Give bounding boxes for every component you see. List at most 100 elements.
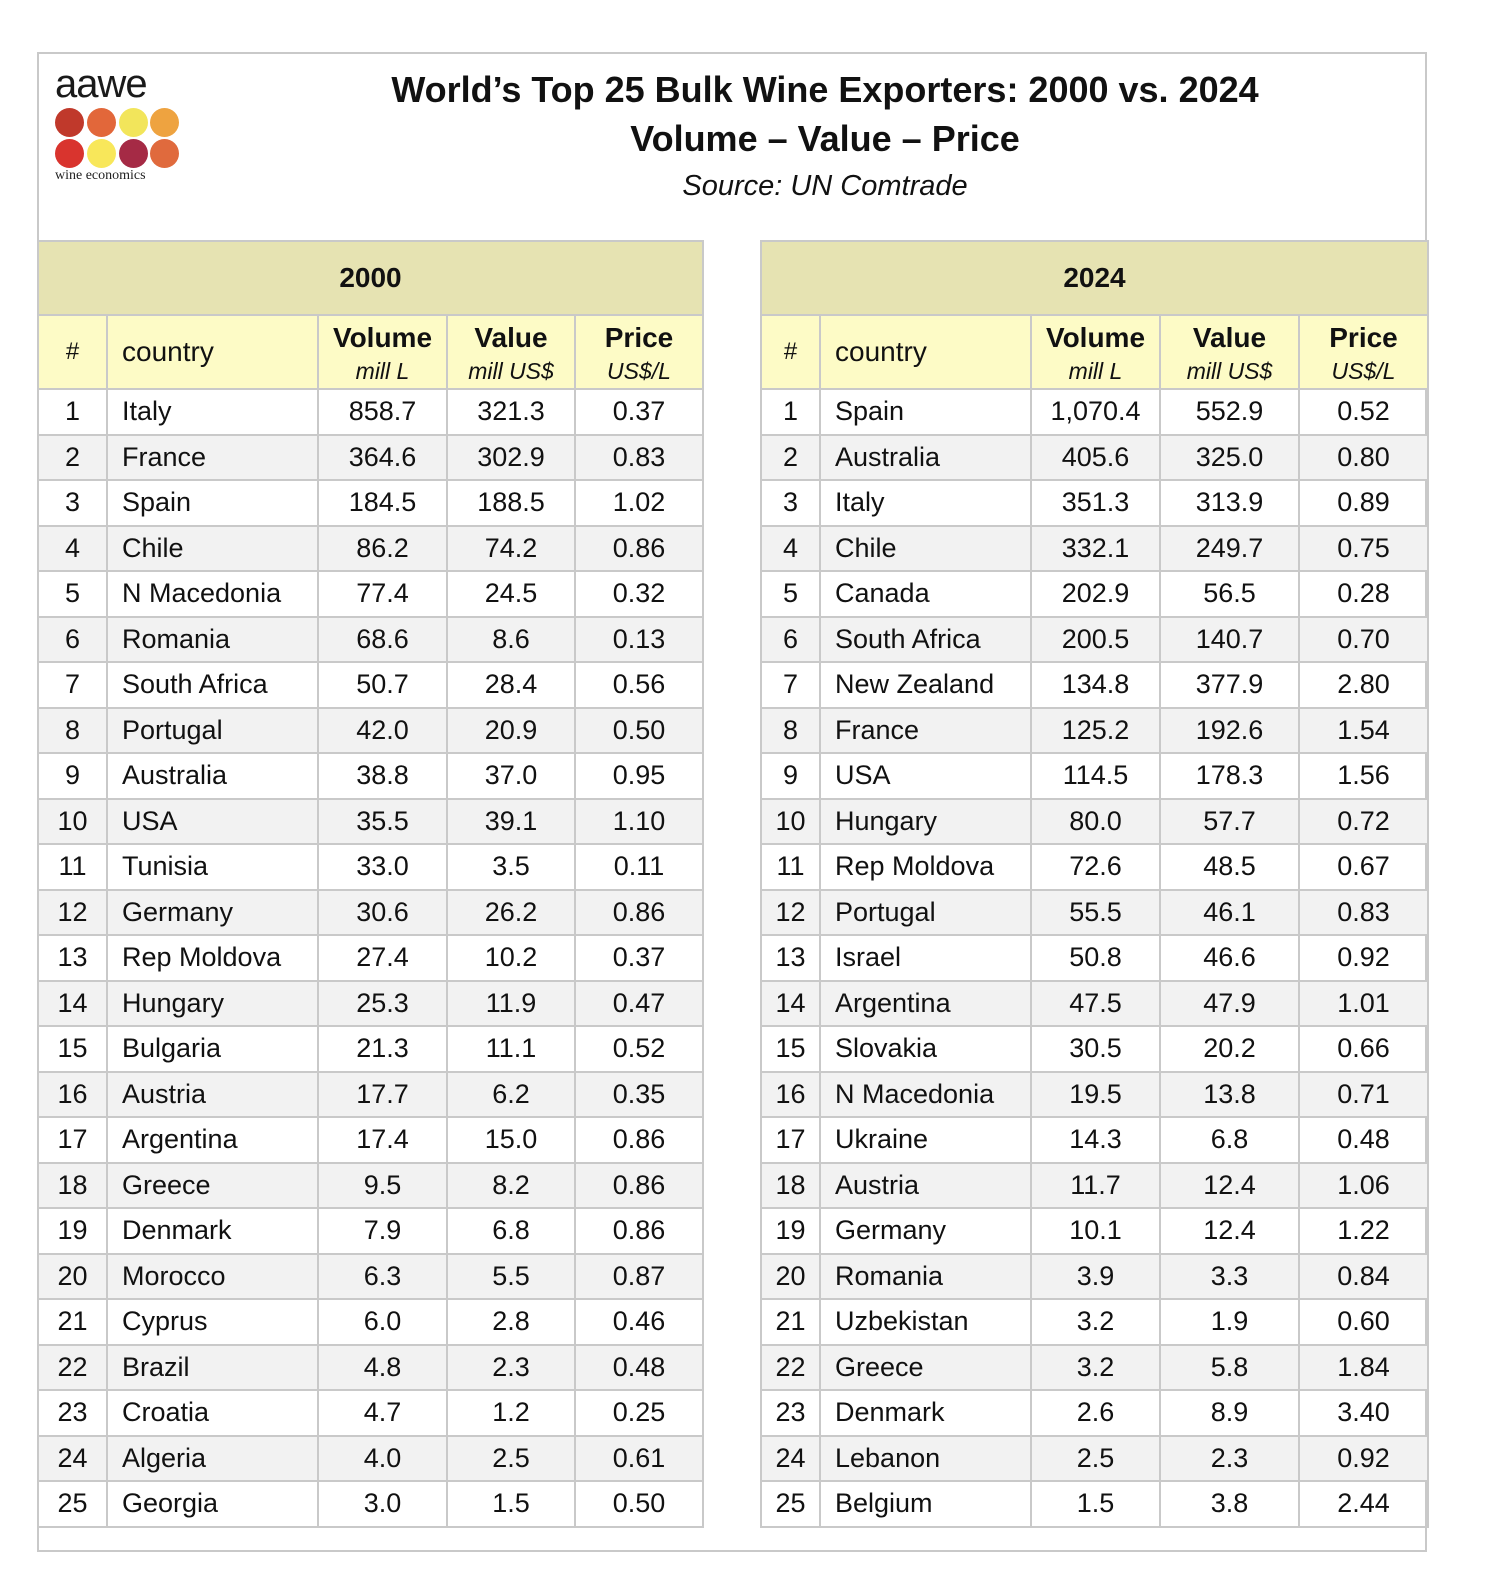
source-note: Source: UN Comtrade bbox=[682, 170, 968, 202]
country-cell: Israel bbox=[819, 934, 1032, 982]
table-row: 10 USA 35.5 39.1 1.10 bbox=[37, 797, 704, 845]
rank-cell: 18 bbox=[760, 1161, 821, 1209]
table-row: 24 Algeria 4.0 2.5 0.61 bbox=[37, 1434, 704, 1482]
price-cell: 0.72 bbox=[1298, 797, 1429, 845]
volume-cell: 4.0 bbox=[317, 1434, 448, 1482]
price-cell: 0.84 bbox=[1298, 1252, 1429, 1300]
country-cell: N Macedonia bbox=[106, 570, 319, 618]
volume-cell: 30.5 bbox=[1030, 1025, 1161, 1073]
country-cell: Spain bbox=[106, 479, 319, 527]
country-cell: Argentina bbox=[819, 979, 1032, 1027]
volume-cell: 68.6 bbox=[317, 615, 448, 663]
price-cell: 0.11 bbox=[574, 843, 704, 891]
rank-cell: 5 bbox=[37, 570, 108, 618]
table-body: 1 Spain 1,070.4 552.9 0.52 2 Australia 405.6 325… bbox=[760, 388, 1429, 1528]
value-cell: 5.8 bbox=[1159, 1343, 1300, 1391]
rank-cell: 16 bbox=[37, 1070, 108, 1118]
rank-cell: 2 bbox=[760, 433, 821, 481]
rank-cell: 5 bbox=[760, 570, 821, 618]
volume-cell: 114.5 bbox=[1030, 752, 1161, 800]
country-cell: South Africa bbox=[106, 661, 319, 709]
price-unit: US$/L bbox=[607, 357, 671, 384]
table-row: 24 Lebanon 2.5 2.3 0.92 bbox=[760, 1434, 1429, 1482]
value-cell: 313.9 bbox=[1159, 479, 1300, 527]
price-cell: 0.66 bbox=[1298, 1025, 1429, 1073]
rank-cell: 23 bbox=[37, 1389, 108, 1437]
country-cell: Cyprus bbox=[106, 1298, 319, 1346]
rank-cell: 10 bbox=[37, 797, 108, 845]
country-cell: Australia bbox=[819, 433, 1032, 481]
volume-cell: 2.6 bbox=[1030, 1389, 1161, 1437]
volume-cell: 50.8 bbox=[1030, 934, 1161, 982]
country-cell: Uzbekistan bbox=[819, 1298, 1032, 1346]
logo-dot bbox=[150, 108, 179, 137]
volume-cell: 405.6 bbox=[1030, 433, 1161, 481]
volume-cell: 11.7 bbox=[1030, 1161, 1161, 1209]
country-cell: Croatia bbox=[106, 1389, 319, 1437]
value-cell: 8.6 bbox=[446, 615, 576, 663]
price-cell: 0.95 bbox=[574, 752, 704, 800]
table-row: 9 Australia 38.8 37.0 0.95 bbox=[37, 752, 704, 800]
value-cell: 325.0 bbox=[1159, 433, 1300, 481]
table-row: 7 New Zealand 134.8 377.9 2.80 bbox=[760, 661, 1429, 709]
volume-cell: 858.7 bbox=[317, 388, 448, 436]
price-cell: 2.80 bbox=[1298, 661, 1429, 709]
rank-cell: 1 bbox=[760, 388, 821, 436]
rank-header: # bbox=[37, 314, 108, 390]
volume-cell: 27.4 bbox=[317, 934, 448, 982]
value-cell: 178.3 bbox=[1159, 752, 1300, 800]
price-cell: 0.61 bbox=[574, 1434, 704, 1482]
table-row: 7 South Africa 50.7 28.4 0.56 bbox=[37, 661, 704, 709]
rank-cell: 8 bbox=[37, 706, 108, 754]
value-cell: 11.1 bbox=[446, 1025, 576, 1073]
value-unit: mill US$ bbox=[468, 357, 554, 384]
value-cell: 1.5 bbox=[446, 1480, 576, 1528]
volume-cell: 72.6 bbox=[1030, 843, 1161, 891]
volume-cell: 3.9 bbox=[1030, 1252, 1161, 1300]
price-cell: 0.48 bbox=[1298, 1116, 1429, 1164]
value-cell: 15.0 bbox=[446, 1116, 576, 1164]
rank-cell: 10 bbox=[760, 797, 821, 845]
country-cell: Hungary bbox=[819, 797, 1032, 845]
country-header: country bbox=[106, 314, 319, 390]
country-cell: USA bbox=[819, 752, 1032, 800]
table-row: 16 Austria 17.7 6.2 0.35 bbox=[37, 1070, 704, 1118]
value-cell: 249.7 bbox=[1159, 524, 1300, 572]
price-cell: 0.86 bbox=[574, 1207, 704, 1255]
rank-cell: 6 bbox=[760, 615, 821, 663]
table-row: 8 Portugal 42.0 20.9 0.50 bbox=[37, 706, 704, 754]
country-cell: N Macedonia bbox=[819, 1070, 1032, 1118]
rank-cell: 21 bbox=[37, 1298, 108, 1346]
year-header: 2024 bbox=[760, 240, 1429, 316]
country-cell: Argentina bbox=[106, 1116, 319, 1164]
country-cell: Chile bbox=[106, 524, 319, 572]
rank-cell: 2 bbox=[37, 433, 108, 481]
price-cell: 0.86 bbox=[574, 888, 704, 936]
value-unit: mill US$ bbox=[1186, 357, 1273, 384]
volume-cell: 4.7 bbox=[317, 1389, 448, 1437]
price-cell: 0.46 bbox=[574, 1298, 704, 1346]
table-row: 20 Romania 3.9 3.3 0.84 bbox=[760, 1252, 1429, 1300]
table-row: 25 Belgium 1.5 3.8 2.44 bbox=[760, 1480, 1429, 1528]
table-row: 2 France 364.6 302.9 0.83 bbox=[37, 433, 704, 481]
country-cell: Georgia bbox=[106, 1480, 319, 1528]
value-cell: 2.5 bbox=[446, 1434, 576, 1482]
price-cell: 0.86 bbox=[574, 524, 704, 572]
chart-title: World’s Top 25 Bulk Wine Exporters: 2000… bbox=[391, 69, 1259, 110]
price-header: Price US$/L bbox=[574, 314, 704, 390]
table-row: 8 France 125.2 192.6 1.54 bbox=[760, 706, 1429, 754]
table-row: 18 Austria 11.7 12.4 1.06 bbox=[760, 1161, 1429, 1209]
table-row: 1 Italy 858.7 321.3 0.37 bbox=[37, 388, 704, 436]
table-row: 23 Croatia 4.7 1.2 0.25 bbox=[37, 1389, 704, 1437]
rank-cell: 21 bbox=[760, 1298, 821, 1346]
volume-header: Volume mill L bbox=[1030, 314, 1161, 390]
volume-cell: 3.2 bbox=[1030, 1343, 1161, 1391]
price-cell: 0.67 bbox=[1298, 843, 1429, 891]
volume-cell: 47.5 bbox=[1030, 979, 1161, 1027]
value-cell: 13.8 bbox=[1159, 1070, 1300, 1118]
price-cell: 1.54 bbox=[1298, 706, 1429, 754]
table-row: 20 Morocco 6.3 5.5 0.87 bbox=[37, 1252, 704, 1300]
table-body: 1 Italy 858.7 321.3 0.37 2 France 364.6 302.9 0.8… bbox=[37, 388, 704, 1528]
rank-cell: 11 bbox=[760, 843, 821, 891]
